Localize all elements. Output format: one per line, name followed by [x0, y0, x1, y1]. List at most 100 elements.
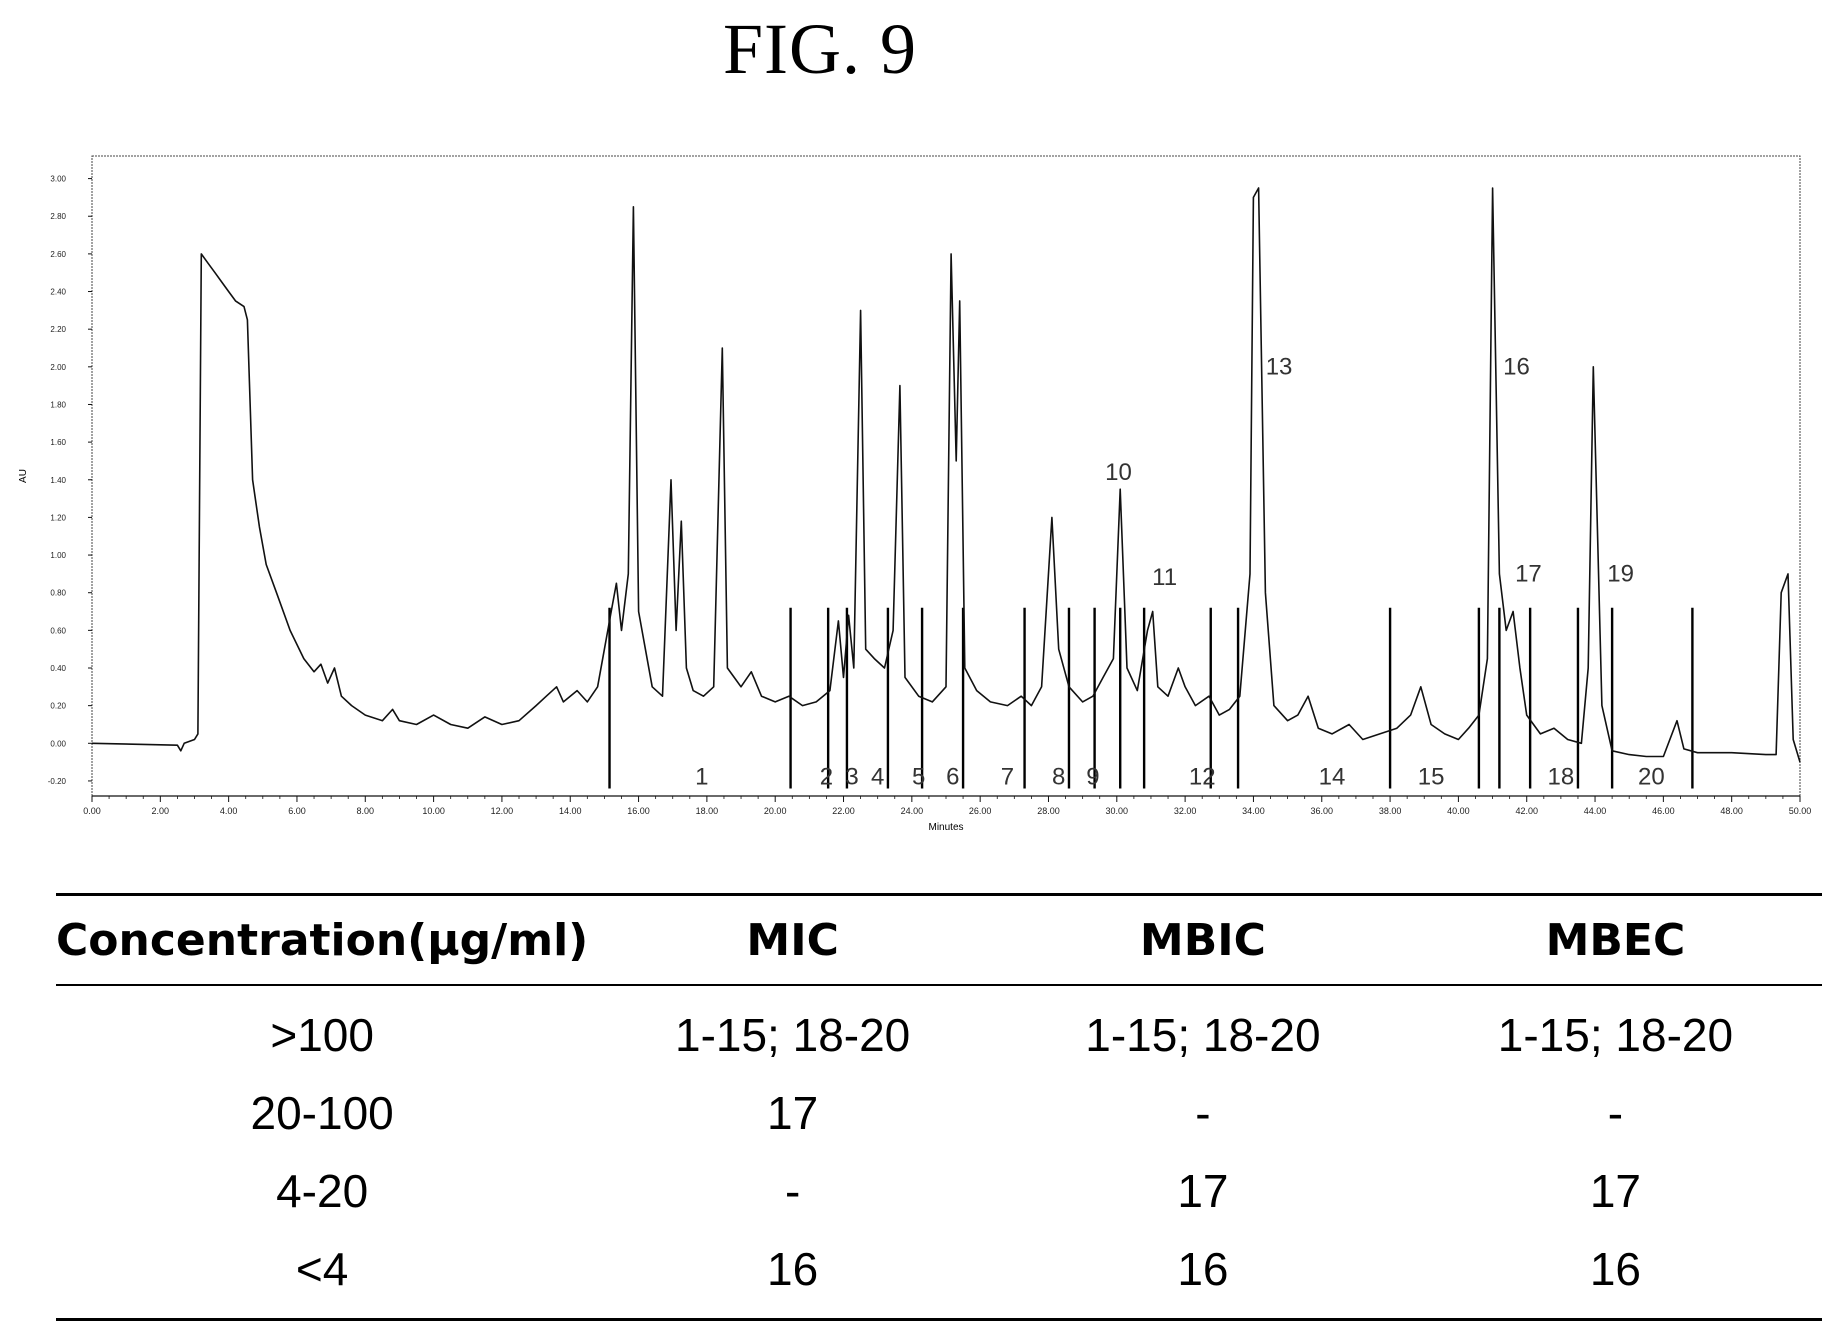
x-tick-label: 0.00: [83, 806, 101, 816]
y-tick-label: 0.80: [50, 589, 66, 598]
cell-concentration: 20-100: [250, 1087, 394, 1139]
x-tick-label: 40.00: [1447, 806, 1470, 816]
y-tick-label: 0.40: [50, 664, 66, 673]
y-tick-label: 3.00: [50, 175, 66, 184]
x-tick-label: 4.00: [220, 806, 238, 816]
x-tick-label: 12.00: [491, 806, 514, 816]
x-tick-label: 10.00: [422, 806, 445, 816]
peak-label: 18: [1548, 764, 1575, 791]
cell-mbic: 16: [996, 1230, 1409, 1321]
peak-label: 10: [1105, 459, 1132, 486]
x-tick-label: 14.00: [559, 806, 582, 816]
y-tick-label: 0.60: [50, 626, 66, 635]
y-tick-label: -0.20: [48, 777, 67, 786]
chromatogram-chart: 0.00 2.00 4.00 6.00 8.00 10.00 12.00 14.00 16.00…: [18, 155, 1811, 833]
peak-label: 2: [820, 764, 833, 791]
peak-label: 17: [1515, 560, 1542, 587]
cell-mbec: 16: [1408, 1230, 1822, 1321]
peak-label: 6: [946, 764, 959, 791]
peak-label: 20: [1638, 764, 1665, 791]
table-row: 20-100 17 - -: [56, 1074, 1822, 1152]
header-mbec: MBEC: [1408, 893, 1822, 986]
y-tick-label: 1.40: [50, 476, 66, 485]
x-tick-label: 34.00: [1242, 806, 1265, 816]
table-row: <4 16 16 16: [56, 1230, 1822, 1321]
y-tick-label: 1.80: [50, 400, 66, 409]
x-tick-label: 24.00: [901, 806, 924, 816]
peak-label: 5: [912, 764, 925, 791]
plot-frame: [91, 155, 1801, 797]
x-tick-label: 42.00: [1515, 806, 1538, 816]
peak-label: 11: [1152, 564, 1177, 591]
peak-label: 9: [1086, 764, 1099, 791]
peak-label: 1: [695, 764, 708, 791]
x-tick-label: 22.00: [832, 806, 855, 816]
peak-label: 7: [1001, 764, 1014, 791]
y-tick-label: 2.40: [50, 288, 66, 297]
header-mbic: MBIC: [996, 893, 1409, 986]
y-axis-ticks: -0.20 0.00 0.20 0.40 0.60 0.80 1.00 1.20 1.40 1.6…: [48, 175, 92, 786]
cell-concentration: >100: [270, 1009, 374, 1061]
x-axis-ticks: 0.00 2.00 4.00 6.00 8.00 10.00 12.00 14.00 16.00…: [83, 796, 1811, 816]
cell-mbic: -: [1195, 1087, 1211, 1139]
cell-mic: 1-15; 18-20: [674, 1009, 911, 1061]
table-header-row: Concentration(µg/ml) MIC MBIC MBEC: [56, 893, 1822, 986]
y-tick-label: 2.20: [50, 325, 66, 334]
table-row: >100 1-15; 18-20 1-15; 18-20 1-15; 18-20: [56, 985, 1822, 1074]
cell-mic: 16: [588, 1230, 997, 1321]
x-tick-label: 38.00: [1379, 806, 1402, 816]
peak-label: 12: [1189, 764, 1216, 791]
x-tick-label: 18.00: [696, 806, 719, 816]
peak-label: 13: [1266, 353, 1293, 380]
peak-markers: [608, 607, 1694, 789]
cell-mic: -: [784, 1165, 801, 1217]
y-tick-label: 2.00: [50, 363, 66, 372]
x-tick-label: 32.00: [1174, 806, 1197, 816]
y-tick-label: 1.20: [50, 513, 66, 522]
peak-label: 14: [1319, 764, 1346, 791]
table-row: 4-20 - 17 17: [56, 1152, 1822, 1230]
x-tick-label: 20.00: [764, 806, 787, 816]
header-concentration: Concentration(µg/ml): [56, 893, 589, 986]
concentration-table: Concentration(µg/ml) MIC MBIC MBEC >100 …: [56, 893, 1822, 1321]
x-tick-label: 48.00: [1720, 806, 1743, 816]
cell-mbec: 1-15; 18-20: [1497, 1009, 1734, 1061]
chromatogram-trace: [91, 187, 1801, 763]
y-tick-label: 0.00: [50, 739, 66, 748]
x-tick-label: 6.00: [288, 806, 306, 816]
x-tick-label: 36.00: [1310, 806, 1333, 816]
x-tick-label: 8.00: [357, 806, 375, 816]
cell-mic: 17: [767, 1087, 819, 1139]
peak-label: 19: [1607, 560, 1634, 587]
cell-mbec: -: [1607, 1087, 1624, 1139]
x-tick-label: 26.00: [969, 806, 992, 816]
y-axis-label: AU: [18, 469, 29, 483]
peak-label: 16: [1503, 353, 1530, 380]
peak-label: 3: [845, 764, 858, 791]
y-tick-label: 1.60: [50, 438, 66, 447]
x-axis-label: Minutes: [928, 822, 963, 833]
cell-concentration: <4: [56, 1230, 589, 1321]
y-tick-label: 2.80: [50, 212, 66, 221]
x-tick-label: 16.00: [627, 806, 650, 816]
y-tick-label: 0.20: [50, 702, 66, 711]
peak-label: 15: [1418, 764, 1445, 791]
x-tick-label: 30.00: [1106, 806, 1129, 816]
chart-axes: [91, 155, 1801, 797]
x-tick-label: 50.00: [1789, 806, 1812, 816]
x-tick-label: 46.00: [1652, 806, 1675, 816]
header-mic: MIC: [588, 893, 997, 986]
x-tick-label: 44.00: [1584, 806, 1607, 816]
figure-title: FIG. 9: [722, 9, 917, 89]
y-tick-label: 2.60: [50, 250, 66, 259]
peak-label: 8: [1052, 764, 1065, 791]
cell-mbec: 17: [1589, 1165, 1641, 1217]
x-tick-label: 28.00: [1037, 806, 1060, 816]
peak-label: 4: [871, 764, 884, 791]
y-tick-label: 1.00: [50, 551, 66, 560]
cell-concentration: 4-20: [276, 1165, 369, 1217]
cell-mbic: 1-15; 18-20: [1085, 1009, 1321, 1061]
x-tick-label: 2.00: [152, 806, 170, 816]
cell-mbic: 17: [1177, 1165, 1229, 1217]
